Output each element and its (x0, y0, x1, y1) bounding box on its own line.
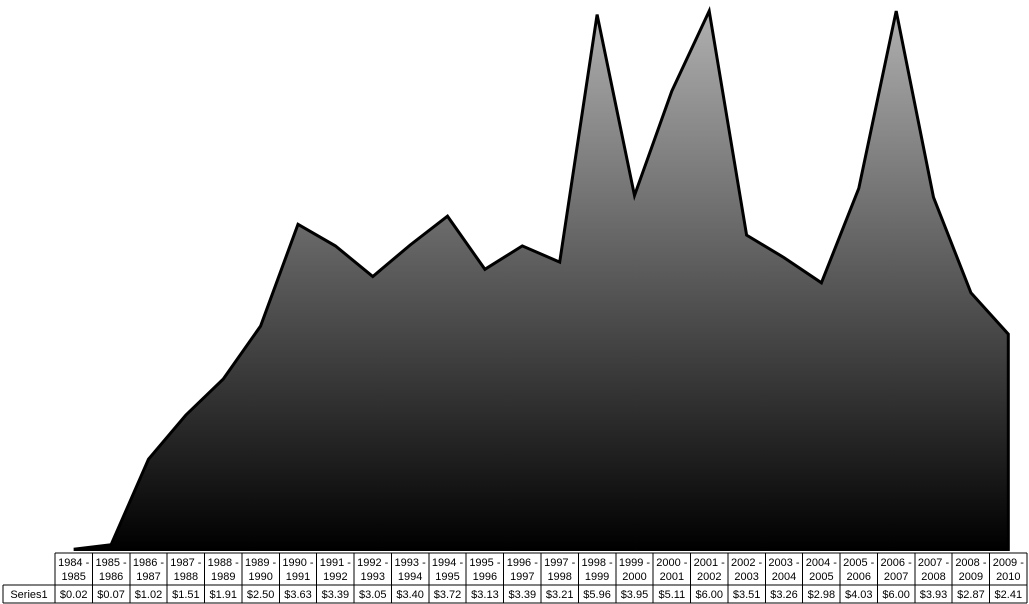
x-tick-label: 2005 (809, 571, 833, 583)
data-label: $0.02 (60, 589, 88, 601)
x-tick-label: 2001 (660, 571, 684, 583)
x-tick-label: 2000 - (656, 557, 688, 569)
x-tick-label: 2005 - (843, 557, 875, 569)
x-tick-label: 1998 (547, 571, 571, 583)
x-tick-label: 1999 (585, 571, 609, 583)
x-tick-label: 1996 (473, 571, 497, 583)
x-tick-label: 1994 - (432, 557, 464, 569)
x-tick-label: 2007 (884, 571, 908, 583)
data-label: $3.40 (396, 589, 424, 601)
data-label: $1.02 (135, 589, 163, 601)
x-tick-label: 1987 - (170, 557, 202, 569)
x-tick-label: 2009 (959, 571, 983, 583)
x-tick-label: 2006 - (881, 557, 913, 569)
data-label: $3.39 (509, 589, 537, 601)
x-tick-label: 2002 - (731, 557, 763, 569)
x-tick-label: 1984 - (58, 557, 90, 569)
series-line (73, 5, 1010, 551)
data-label: $3.72 (434, 589, 462, 601)
x-tick-label: 1992 (323, 571, 347, 583)
x-tick-label: 1990 (248, 571, 272, 583)
data-label: $3.63 (284, 589, 312, 601)
x-tick-label: 1987 (136, 571, 160, 583)
data-label: $2.50 (247, 589, 275, 601)
data-label: $3.95 (621, 589, 649, 601)
x-tick-label: 1988 - (208, 557, 240, 569)
x-tick-label: 2007 - (918, 557, 950, 569)
x-tick-label: 1988 (174, 571, 198, 583)
data-label: $2.98 (808, 589, 836, 601)
data-label: $3.26 (770, 589, 798, 601)
x-tick-label: 1991 (286, 571, 310, 583)
data-label: $3.93 (920, 589, 948, 601)
x-tick-label: 2000 (622, 571, 646, 583)
data-label: $5.96 (583, 589, 611, 601)
x-tick-label: 1991 - (320, 557, 352, 569)
data-label: $6.00 (882, 589, 910, 601)
x-tick-label: 1995 - (469, 557, 501, 569)
x-tick-label: 1996 - (507, 557, 539, 569)
data-label: $1.51 (172, 589, 200, 601)
x-tick-label: 2001 - (694, 557, 726, 569)
data-label: $5.11 (658, 589, 685, 601)
x-tick-label: 2003 (734, 571, 758, 583)
data-label: $3.39 (322, 589, 350, 601)
x-tick-label: 1999 - (619, 557, 651, 569)
x-tick-label: 2002 (697, 571, 721, 583)
x-tick-label: 1997 (510, 571, 534, 583)
x-tick-label: 2003 - (768, 557, 800, 569)
x-tick-label: 1989 (211, 571, 235, 583)
x-tick-label: 2006 (847, 571, 871, 583)
data-label: $2.87 (957, 589, 985, 601)
x-tick-label: 2004 (772, 571, 796, 583)
x-tick-label: 1992 - (357, 557, 389, 569)
data-table: 1984 - 1985 1985 - 1986 1986 - 1987 1987 - 1988… (2, 552, 1028, 604)
x-tick-label: 2009 - (993, 557, 1025, 569)
x-tick-label: 2008 - (955, 557, 987, 569)
data-label: $0.07 (97, 589, 125, 601)
data-label: $3.51 (733, 589, 761, 601)
x-tick-label: 1990 - (282, 557, 314, 569)
x-tick-label: 1986 (99, 571, 123, 583)
data-label: $3.05 (359, 589, 387, 601)
data-label: $1.91 (209, 589, 237, 601)
x-tick-label: 1997 - (544, 557, 576, 569)
data-label: $3.13 (471, 589, 499, 601)
x-tick-label: 2010 (996, 571, 1020, 583)
data-label: $4.03 (845, 589, 873, 601)
series-area-fill (73, 11, 1009, 551)
x-tick-label: 1994 (398, 571, 422, 583)
data-label: $6.00 (695, 589, 723, 601)
series-name-label: Series1 (10, 589, 47, 601)
x-tick-label: 1985 (61, 571, 85, 583)
x-tick-label: 2004 - (806, 557, 838, 569)
x-tick-label: 1986 - (133, 557, 165, 569)
x-tick-label: 1993 - (395, 557, 427, 569)
x-tick-label: 1985 - (95, 557, 127, 569)
x-tick-label: 1995 (435, 571, 459, 583)
x-tick-label: 1993 (361, 571, 385, 583)
x-tick-label: 1998 - (581, 557, 613, 569)
x-tick-label: 2008 (921, 571, 945, 583)
x-tick-label: 1989 - (245, 557, 277, 569)
plot-area (73, 5, 1010, 551)
data-label: $3.21 (546, 589, 574, 601)
data-label: $2.41 (995, 589, 1023, 601)
